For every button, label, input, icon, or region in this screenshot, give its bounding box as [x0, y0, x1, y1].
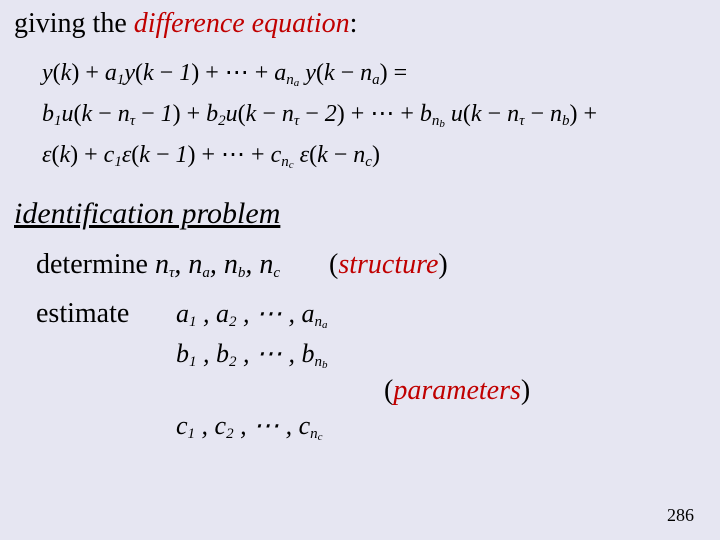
- equation-line-2: b1u(k − nτ − 1) + b2u(k − nτ − 2) + ⋯ + …: [42, 99, 706, 130]
- estimate-row-b: b1 , b2 , ⋯ , bnb: [14, 339, 706, 371]
- structure-open: (: [329, 249, 338, 280]
- estimate-label: estimate: [36, 298, 176, 330]
- slide: giving the difference equation: y(k) + a…: [0, 0, 720, 540]
- parameters-word: parameters: [393, 375, 521, 406]
- estimate-a: a1 , a2 , ⋯ , ana: [176, 299, 328, 331]
- structure-close: ): [438, 249, 447, 280]
- determine-vars: nτ, na, nb, nc: [155, 249, 280, 280]
- section-heading: identification problem: [14, 197, 706, 231]
- structure-word: structure: [338, 249, 438, 280]
- parameters-open: (: [384, 375, 393, 406]
- estimate-row-c: c1 , c2 , ⋯ , cnc: [14, 411, 706, 443]
- determine-label: determine: [36, 249, 155, 280]
- equation-line-3: ε(k) + c1ε(k − 1) + ⋯ + cnc ε(k − nc): [42, 140, 706, 171]
- estimate-c: c1 , c2 , ⋯ , cnc: [176, 411, 323, 443]
- intro-tail: :: [350, 8, 358, 39]
- intro-emph: difference equation: [134, 8, 350, 39]
- estimate-row-a: estimate a1 , a2 , ⋯ , ana: [14, 298, 706, 331]
- parameters-annotation: (parameters): [384, 375, 706, 407]
- intro-lead: giving the: [14, 8, 134, 39]
- page-number: 286: [667, 505, 694, 526]
- estimate-b: b1 , b2 , ⋯ , bnb: [176, 339, 328, 371]
- intro-line: giving the difference equation:: [14, 8, 706, 40]
- parameters-close: ): [521, 375, 530, 406]
- equation-line-1: y(k) + a1y(k − 1) + ⋯ + ana y(k − na) =: [42, 58, 706, 89]
- determine-line: determine nτ, na, nb, nc (structure): [36, 249, 706, 282]
